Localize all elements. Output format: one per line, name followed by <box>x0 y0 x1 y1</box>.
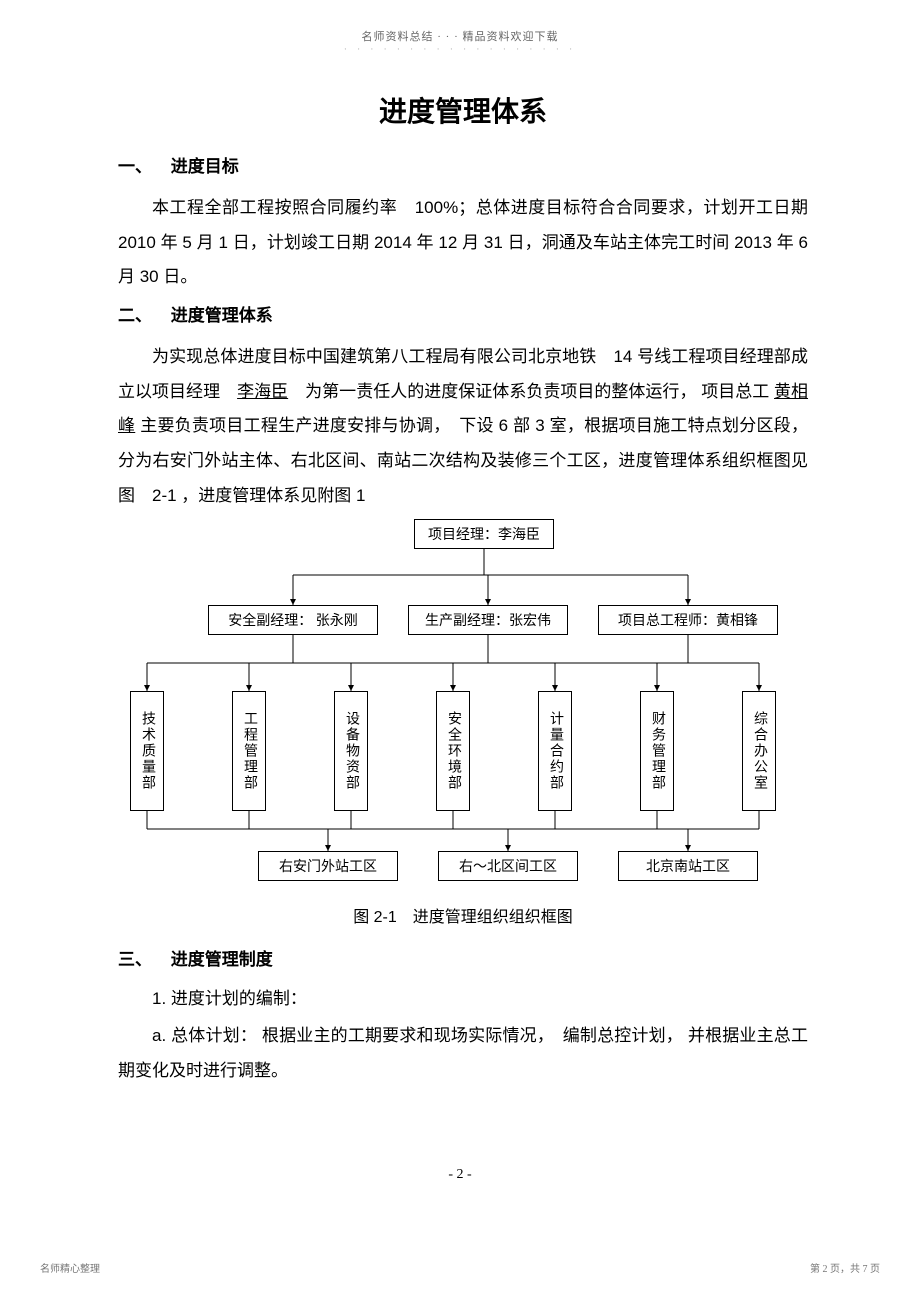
figure-caption: 图 2-1 进度管理组织组织框图 <box>118 903 808 927</box>
p2-b: 为第一责任人的进度保证体系负责项目的整体运行， 项目总工 <box>288 382 774 401</box>
section-2-num: 二、 <box>118 301 166 326</box>
node-d6: 财务管理部 <box>640 691 674 811</box>
node-d4: 安全环境部 <box>436 691 470 811</box>
node-b3: 北京南站工区 <box>618 851 758 881</box>
paragraph-2: 为实现总体进度目标中国建筑第八工程局有限公司北京地铁 14 号线工程项目经理部成… <box>118 340 808 513</box>
section-1-heading: 一、 进度目标 <box>118 152 808 177</box>
paragraph-1: 本工程全部工程按照合同履约率 100%；总体进度目标符合合同要求，计划开工日期 … <box>118 191 808 295</box>
node-b1: 右安门外站工区 <box>258 851 398 881</box>
footer-right: 第 2 页，共 7 页 <box>810 1260 880 1275</box>
node-d2: 工程管理部 <box>232 691 266 811</box>
paragraph-3: a. 总体计划： 根据业主的工期要求和现场实际情况， 编制总控计划， 并根据业主… <box>118 1019 808 1088</box>
section-3-text: 进度管理制度 <box>171 950 273 969</box>
footer-left: 名师精心整理 <box>40 1260 100 1275</box>
section-1-text: 进度目标 <box>171 157 239 176</box>
section-2-heading: 二、 进度管理体系 <box>118 301 808 326</box>
node-m2: 生产副经理：张宏伟 <box>408 605 568 635</box>
node-d7: 综合办公室 <box>742 691 776 811</box>
page-body: 进度管理体系 一、 进度目标 本工程全部工程按照合同履约率 100%；总体进度目… <box>118 90 808 1089</box>
header-dots: · · · · · · · · · · · · · · · · · · <box>0 44 920 54</box>
p2-u1: 李海臣 <box>237 382 288 401</box>
page-number: - 2 - <box>0 1167 920 1183</box>
node-d1: 技术质量部 <box>130 691 164 811</box>
p2-c: 主要负责项目工程生产进度安排与协调， 下设 6 部 3 室，根据项目施工特点划分… <box>118 416 808 504</box>
node-d3: 设备物资部 <box>334 691 368 811</box>
section-1-num: 一、 <box>118 152 166 177</box>
section-2-text: 进度管理体系 <box>171 306 273 325</box>
node-b2: 右～北区间工区 <box>438 851 578 881</box>
header-watermark: 名师资料总结 · · · 精品资料欢迎下载 <box>0 28 920 44</box>
node-d5: 计量合约部 <box>538 691 572 811</box>
item-1: 1. 进度计划的编制： <box>152 984 808 1009</box>
document-title: 进度管理体系 <box>118 90 808 130</box>
node-m1: 安全副经理： 张永刚 <box>208 605 378 635</box>
org-chart: 项目经理：李海臣 安全副经理： 张永刚 生产副经理：张宏伟 项目总工程师：黄相锋… <box>118 519 808 889</box>
node-top: 项目经理：李海臣 <box>414 519 554 549</box>
node-m3: 项目总工程师：黄相锋 <box>598 605 778 635</box>
section-3-num: 三、 <box>118 945 166 970</box>
section-3-heading: 三、 进度管理制度 <box>118 945 808 970</box>
